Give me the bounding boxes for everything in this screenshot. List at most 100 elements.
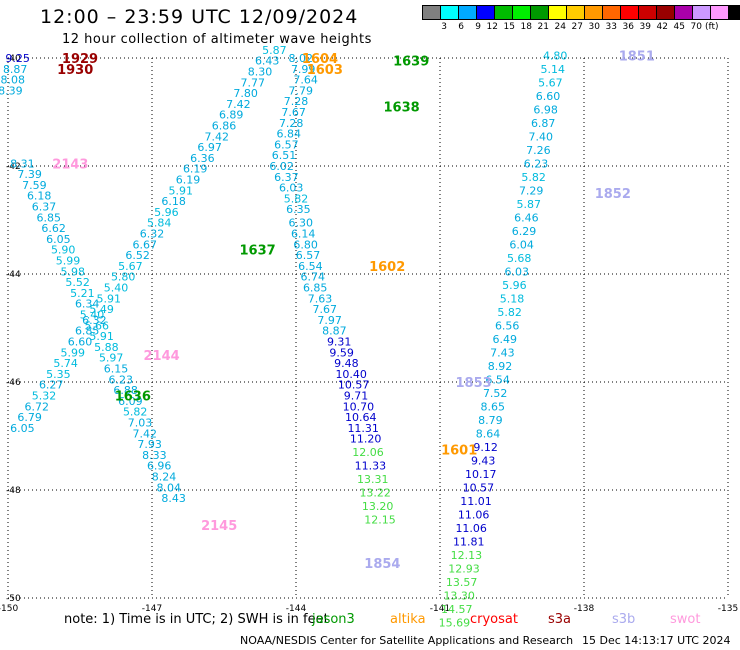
pass-time-label: 1602 bbox=[369, 260, 405, 275]
x-tick-label: -150 bbox=[0, 604, 18, 614]
swh-value-label: 6.19 bbox=[183, 163, 208, 176]
swh-value-label: 7.99 bbox=[291, 63, 316, 76]
swh-value-label: 6.46 bbox=[514, 211, 539, 224]
satellite-legend-jason3: jason3 bbox=[312, 612, 355, 627]
swh-value-label: 7.28 bbox=[279, 117, 304, 130]
swh-value-label: 6.18 bbox=[27, 190, 52, 203]
swh-value-label: 12.13 bbox=[451, 549, 483, 562]
color-swatch bbox=[728, 5, 740, 20]
swh-value-label: 9.43 bbox=[471, 454, 496, 467]
swh-value-label: 8.30 bbox=[248, 66, 273, 79]
satellite-legend-cryosat: cryosat bbox=[470, 612, 518, 627]
swh-value-label: 5.90 bbox=[51, 244, 76, 257]
swh-value-label: 7.39 bbox=[17, 168, 42, 181]
swh-value-label: 6.15 bbox=[104, 363, 129, 376]
swh-value-label: 6.62 bbox=[41, 222, 66, 235]
swh-value-label: 6.85 bbox=[75, 325, 100, 338]
color-scale-label: 18 bbox=[520, 22, 532, 32]
satellite-legend-swot: swot bbox=[670, 612, 701, 627]
swh-value-label: 9.25 bbox=[5, 52, 30, 65]
satellite-legend-s3b: s3b bbox=[612, 612, 636, 627]
swh-value-label: 9.12 bbox=[473, 441, 498, 454]
swh-value-label: 6.97 bbox=[197, 141, 222, 154]
swh-value-label: 5.40 bbox=[104, 282, 129, 295]
swh-value-label: 6.14 bbox=[291, 228, 316, 241]
swh-value-label: 6.80 bbox=[293, 238, 318, 251]
color-scale-unit: (ft) bbox=[705, 22, 719, 32]
swh-value-label: 8.24 bbox=[152, 471, 177, 484]
swh-value-label: 5.68 bbox=[507, 252, 532, 265]
swh-value-label: 5.80 bbox=[111, 271, 136, 284]
swh-value-label: 10.57 bbox=[463, 481, 495, 494]
swh-value-label: 6.04 bbox=[509, 238, 534, 251]
color-scale-labels: 3 6 9 12 15 18 21 24 27 30 33 36 39 42 45 70 (ft) bbox=[422, 22, 740, 32]
swh-value-label: 5.99 bbox=[61, 346, 86, 359]
swh-value-label: 6.35 bbox=[286, 203, 311, 216]
swh-value-label: 11.31 bbox=[347, 422, 379, 435]
swh-value-label: 13.31 bbox=[357, 473, 389, 486]
pass-time-label: 1639 bbox=[393, 55, 429, 70]
swh-value-label: 8.64 bbox=[476, 427, 501, 440]
swh-value-label: 6.86 bbox=[212, 120, 237, 133]
color-scale-label: 27 bbox=[571, 22, 583, 32]
swh-value-label: 8.43 bbox=[161, 492, 186, 505]
swh-value-label: 6.09 bbox=[118, 395, 143, 408]
x-tick-label: -138 bbox=[574, 604, 595, 614]
swh-value-label: 6.67 bbox=[133, 238, 158, 251]
swh-value-label: 6.57 bbox=[296, 249, 321, 262]
swh-value-label: 8.65 bbox=[481, 400, 506, 413]
credit-text: NOAA/NESDIS Center for Satellite Applica… bbox=[240, 634, 574, 647]
color-scale-swatches bbox=[422, 5, 740, 20]
pass-time-label: 1603 bbox=[307, 63, 343, 78]
swh-value-label: 5.67 bbox=[118, 260, 143, 273]
pass-time-label: 2143 bbox=[52, 157, 88, 172]
swh-value-label: 6.85 bbox=[37, 211, 62, 224]
color-scale-label: 70 bbox=[690, 22, 702, 32]
page-title: 12:00 – 23:59 UTC 12/09/2024 bbox=[40, 6, 359, 28]
swh-value-label: 7.28 bbox=[284, 95, 309, 108]
swh-value-label: 7.64 bbox=[293, 74, 318, 87]
swh-value-label: 6.37 bbox=[32, 201, 57, 214]
timestamp-text: 15 Dec 14:13:17 UTC 2024 bbox=[582, 634, 731, 647]
swh-value-label: 5.97 bbox=[99, 352, 124, 365]
swh-value-label: 6.54 bbox=[485, 373, 510, 386]
swh-value-label: 11.06 bbox=[455, 522, 487, 535]
color-scale-label: 21 bbox=[537, 22, 549, 32]
swh-value-label: 7.80 bbox=[233, 87, 258, 100]
color-scale-label: 15 bbox=[503, 22, 515, 32]
pass-time-label: 1854 bbox=[364, 557, 400, 572]
swh-value-label: 9.71 bbox=[344, 390, 369, 403]
color-scale-label: 30 bbox=[588, 22, 600, 32]
swh-value-label: 8.08 bbox=[1, 74, 26, 87]
swh-value-label: 5.88 bbox=[94, 341, 119, 354]
swh-value-label: 5.91 bbox=[89, 330, 114, 343]
x-tick-label: -147 bbox=[142, 604, 162, 614]
swh-value-label: 5.91 bbox=[97, 292, 122, 305]
swh-value-label: 7.59 bbox=[22, 179, 47, 192]
satellite-legend-altika: altika bbox=[390, 612, 426, 627]
swh-value-label: 7.77 bbox=[241, 76, 266, 89]
swh-value-label: 15.69 bbox=[439, 616, 471, 629]
swh-value-label: 5.21 bbox=[70, 287, 95, 300]
swh-value-label: 5.91 bbox=[169, 184, 194, 197]
color-scale-legend: 3 6 9 12 15 18 21 24 27 30 33 36 39 42 45 70 (ft) bbox=[422, 5, 740, 32]
swh-value-label: 6.84 bbox=[277, 128, 302, 141]
swh-value-label: 7.97 bbox=[317, 314, 342, 327]
swh-value-label: 8.04 bbox=[157, 481, 182, 494]
swh-value-label: 6.57 bbox=[274, 138, 299, 151]
swh-value-label: 5.66 bbox=[85, 319, 110, 332]
y-tick-label: -42 bbox=[6, 162, 21, 172]
swh-value-label: 8.33 bbox=[142, 449, 167, 462]
swh-value-label: 6.54 bbox=[298, 260, 323, 273]
swh-value-label: 6.03 bbox=[279, 182, 304, 195]
swh-value-label: 9.48 bbox=[334, 357, 359, 370]
swh-value-label: 8.31 bbox=[10, 157, 35, 170]
color-scale-label: 36 bbox=[622, 22, 634, 32]
swh-value-label: 6.05 bbox=[10, 422, 35, 435]
swh-value-label: 6.23 bbox=[109, 373, 134, 386]
swh-value-label: 6.52 bbox=[125, 249, 150, 262]
swh-value-label: 6.51 bbox=[272, 149, 297, 162]
swh-value-label: 6.32 bbox=[140, 228, 165, 241]
swh-value-label: 5.32 bbox=[32, 390, 57, 403]
swh-value-label: 10.70 bbox=[343, 400, 375, 413]
